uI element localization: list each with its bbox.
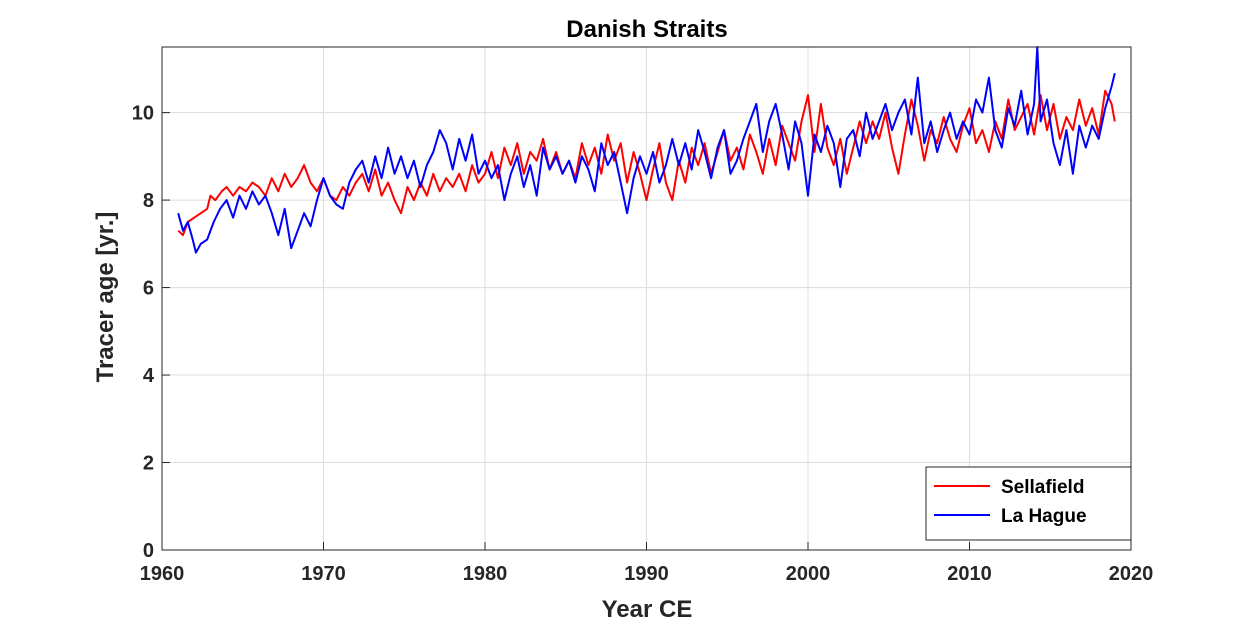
x-tick-label: 1990 [624,563,669,585]
legend-label-sellafield: Sellafield [1001,477,1084,498]
y-tick-label: 0 [143,540,154,562]
x-axis-ticks: 1960 1970 1980 1990 2000 2010 2020 [140,542,1154,585]
x-tick-label: 2010 [947,563,992,585]
x-tick-label: 2020 [1109,563,1154,585]
series-line-la-hague [177,46,1116,254]
x-tick-label: 1970 [301,563,346,585]
legend: Sellafield La Hague [925,466,1132,541]
y-tick-label: 10 [132,103,154,125]
y-axis-ticks: 0 2 4 6 8 10 [132,103,170,562]
y-tick-label: 6 [143,278,154,300]
x-tick-label: 1980 [463,563,508,585]
x-tick-label: 1960 [140,563,185,585]
chart-title: Danish Straits [566,16,727,43]
x-axis-label: Year CE [602,596,693,623]
legend-label-la-hague: La Hague [1001,506,1087,527]
legend-box [925,466,1132,541]
series-lines [177,46,1116,254]
y-tick-label: 8 [143,190,154,212]
y-tick-label: 4 [143,365,155,387]
x-tick-label: 2000 [786,563,831,585]
y-axis-label: Tracer age [yr.] [92,212,119,383]
y-tick-label: 2 [143,453,154,475]
